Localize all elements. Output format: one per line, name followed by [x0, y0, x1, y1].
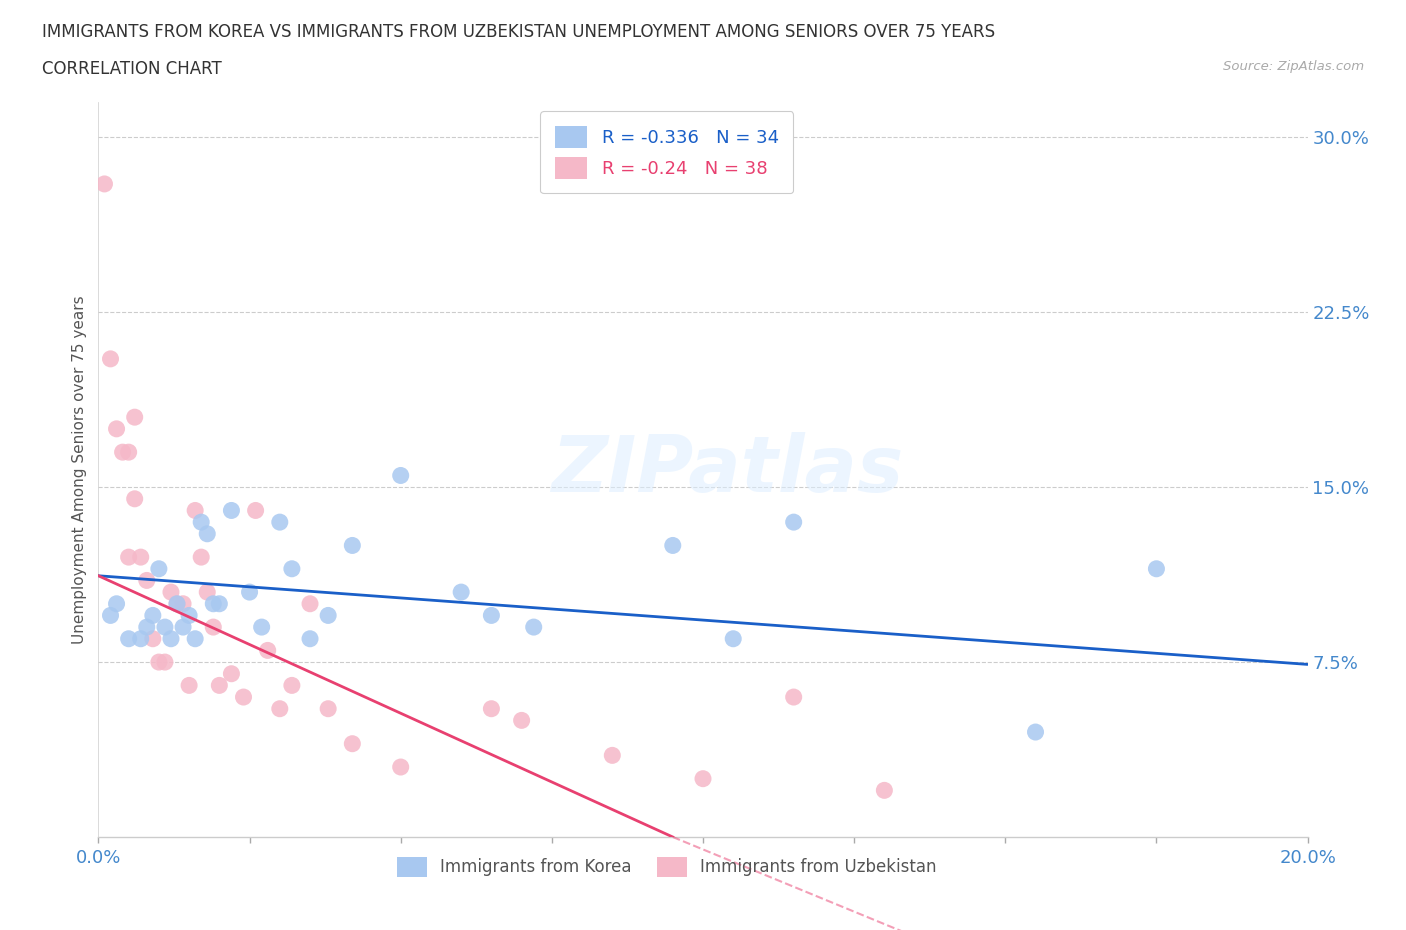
Point [129, 631, 152, 646]
Point [100, 352, 122, 366]
Point [221, 666, 243, 681]
Point [195, 585, 218, 600]
Point [232, 690, 254, 705]
Point [148, 562, 170, 577]
Point [661, 538, 683, 553]
Point [124, 491, 146, 506]
Point [389, 468, 412, 483]
Point [245, 503, 267, 518]
Point [160, 631, 183, 646]
Point [342, 737, 364, 751]
Point [723, 631, 745, 646]
Point [873, 783, 896, 798]
Text: ZIPatlas: ZIPatlas [551, 432, 903, 508]
Point [184, 503, 207, 518]
Point [250, 619, 273, 634]
Point [202, 596, 225, 611]
Point [1144, 562, 1167, 577]
Point [281, 678, 304, 693]
Point [153, 619, 176, 634]
Point [269, 701, 291, 716]
Point [142, 631, 165, 646]
Point [208, 596, 231, 611]
Point [166, 596, 188, 611]
Text: IMMIGRANTS FROM KOREA VS IMMIGRANTS FROM UZBEKISTAN UNEMPLOYMENT AMONG SENIORS O: IMMIGRANTS FROM KOREA VS IMMIGRANTS FROM… [42, 23, 995, 41]
Point [142, 608, 165, 623]
Point [118, 631, 141, 646]
Point [316, 608, 339, 623]
Point [221, 503, 243, 518]
Point [190, 514, 212, 529]
Y-axis label: Unemployment Among Seniors over 75 years: Unemployment Among Seniors over 75 years [72, 296, 87, 644]
Point [124, 410, 146, 425]
Point [153, 655, 176, 670]
Point [118, 550, 141, 565]
Point [100, 608, 122, 623]
Point [148, 655, 170, 670]
Point [135, 619, 157, 634]
Point [256, 643, 278, 658]
Point [190, 550, 212, 565]
Point [523, 619, 546, 634]
Point [481, 701, 503, 716]
Point [1024, 724, 1046, 739]
Point [450, 585, 472, 600]
Point [692, 771, 714, 786]
Point [783, 514, 806, 529]
Point [602, 748, 624, 763]
Text: CORRELATION CHART: CORRELATION CHART [42, 60, 222, 78]
Point [269, 514, 291, 529]
Point [389, 760, 412, 775]
Point [195, 526, 218, 541]
Point [342, 538, 364, 553]
Point [160, 585, 183, 600]
Point [208, 678, 231, 693]
Point [105, 421, 128, 436]
Text: Source: ZipAtlas.com: Source: ZipAtlas.com [1223, 60, 1364, 73]
Legend: Immigrants from Korea, Immigrants from Uzbekistan: Immigrants from Korea, Immigrants from U… [391, 850, 943, 883]
Point [172, 619, 194, 634]
Point [93, 177, 115, 192]
Point [316, 701, 339, 716]
Point [105, 596, 128, 611]
Point [166, 596, 188, 611]
Point [179, 678, 201, 693]
Point [111, 445, 134, 459]
Point [783, 690, 806, 705]
Point [481, 608, 503, 623]
Point [118, 445, 141, 459]
Point [299, 631, 322, 646]
Point [129, 550, 152, 565]
Point [179, 608, 201, 623]
Point [281, 562, 304, 577]
Point [299, 596, 322, 611]
Point [510, 713, 533, 728]
Point [239, 585, 262, 600]
Point [135, 573, 157, 588]
Point [184, 631, 207, 646]
Point [202, 619, 225, 634]
Point [172, 596, 194, 611]
